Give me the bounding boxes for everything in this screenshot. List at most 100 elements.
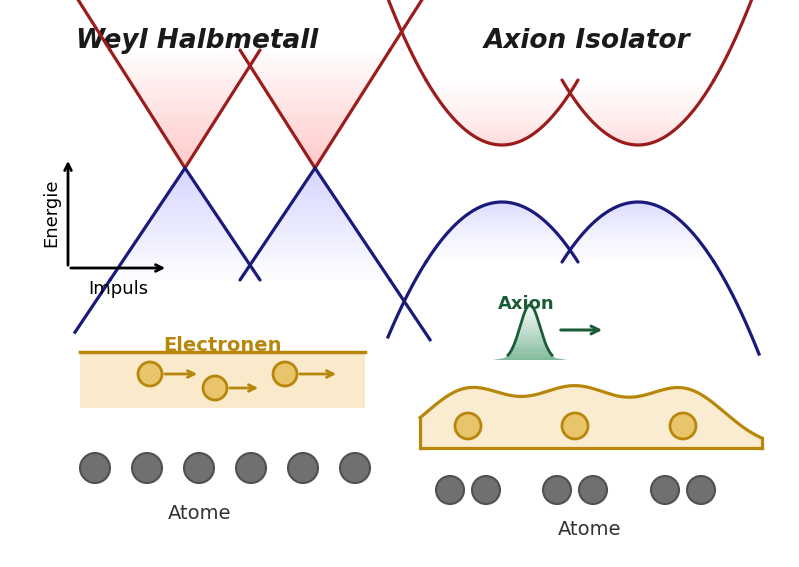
Polygon shape bbox=[468, 133, 535, 134]
Polygon shape bbox=[520, 323, 539, 325]
Polygon shape bbox=[255, 254, 375, 257]
Text: Axion: Axion bbox=[498, 295, 555, 313]
Circle shape bbox=[543, 476, 571, 504]
Polygon shape bbox=[263, 243, 368, 247]
Polygon shape bbox=[250, 66, 380, 70]
Polygon shape bbox=[586, 227, 690, 230]
Polygon shape bbox=[175, 179, 195, 183]
Polygon shape bbox=[268, 93, 363, 97]
Polygon shape bbox=[157, 125, 213, 129]
Polygon shape bbox=[153, 213, 217, 217]
Polygon shape bbox=[444, 233, 560, 236]
Polygon shape bbox=[605, 133, 671, 134]
Polygon shape bbox=[165, 194, 205, 198]
Polygon shape bbox=[128, 250, 243, 254]
Polygon shape bbox=[180, 160, 190, 164]
Polygon shape bbox=[180, 172, 190, 175]
Polygon shape bbox=[607, 134, 669, 137]
Text: Energie: Energie bbox=[42, 179, 60, 247]
Polygon shape bbox=[524, 312, 536, 314]
Polygon shape bbox=[283, 213, 348, 217]
Polygon shape bbox=[305, 153, 325, 156]
Bar bbox=[80, 352, 365, 408]
Polygon shape bbox=[277, 109, 352, 113]
Polygon shape bbox=[165, 137, 205, 141]
Polygon shape bbox=[602, 214, 674, 216]
Polygon shape bbox=[466, 130, 539, 133]
Polygon shape bbox=[275, 224, 355, 228]
Text: Atome: Atome bbox=[559, 520, 622, 539]
Polygon shape bbox=[478, 138, 527, 140]
Polygon shape bbox=[162, 198, 208, 202]
Polygon shape bbox=[438, 240, 566, 244]
Polygon shape bbox=[420, 386, 762, 448]
Polygon shape bbox=[182, 164, 188, 168]
Polygon shape bbox=[456, 121, 547, 125]
Polygon shape bbox=[263, 86, 368, 90]
Polygon shape bbox=[288, 205, 343, 209]
Polygon shape bbox=[571, 244, 705, 248]
Polygon shape bbox=[595, 218, 681, 221]
Polygon shape bbox=[517, 335, 543, 336]
Polygon shape bbox=[292, 198, 337, 202]
Polygon shape bbox=[571, 95, 705, 99]
Polygon shape bbox=[145, 224, 225, 228]
Polygon shape bbox=[614, 207, 662, 208]
Polygon shape bbox=[459, 218, 545, 221]
Polygon shape bbox=[441, 236, 562, 240]
Polygon shape bbox=[157, 205, 213, 209]
Polygon shape bbox=[515, 340, 545, 342]
Polygon shape bbox=[512, 347, 548, 349]
Polygon shape bbox=[133, 243, 237, 247]
Polygon shape bbox=[295, 194, 335, 198]
Polygon shape bbox=[510, 351, 550, 353]
Polygon shape bbox=[590, 223, 686, 227]
Polygon shape bbox=[292, 133, 337, 137]
Polygon shape bbox=[453, 119, 551, 121]
Polygon shape bbox=[483, 141, 520, 142]
Text: Electronen: Electronen bbox=[163, 336, 282, 355]
Polygon shape bbox=[125, 254, 245, 257]
Polygon shape bbox=[168, 141, 202, 145]
Polygon shape bbox=[285, 121, 345, 125]
Polygon shape bbox=[516, 338, 544, 340]
Polygon shape bbox=[519, 329, 541, 331]
Polygon shape bbox=[120, 261, 250, 265]
Polygon shape bbox=[125, 74, 245, 78]
Polygon shape bbox=[515, 342, 546, 344]
Polygon shape bbox=[518, 332, 543, 335]
Polygon shape bbox=[272, 101, 357, 105]
Polygon shape bbox=[268, 235, 363, 239]
Polygon shape bbox=[257, 250, 372, 254]
Polygon shape bbox=[173, 183, 197, 187]
Polygon shape bbox=[475, 208, 530, 210]
Polygon shape bbox=[122, 70, 248, 74]
Polygon shape bbox=[607, 210, 669, 211]
Polygon shape bbox=[142, 228, 228, 231]
Text: Axion Isolator: Axion Isolator bbox=[483, 28, 690, 54]
Polygon shape bbox=[260, 82, 370, 86]
Polygon shape bbox=[140, 231, 230, 235]
Polygon shape bbox=[451, 227, 554, 230]
Polygon shape bbox=[441, 103, 562, 108]
Polygon shape bbox=[453, 223, 551, 227]
Polygon shape bbox=[280, 113, 350, 117]
Polygon shape bbox=[620, 204, 656, 205]
Polygon shape bbox=[175, 153, 195, 156]
Polygon shape bbox=[508, 353, 551, 354]
Polygon shape bbox=[137, 235, 233, 239]
Circle shape bbox=[236, 453, 266, 483]
Polygon shape bbox=[170, 187, 200, 191]
Polygon shape bbox=[177, 156, 193, 160]
Polygon shape bbox=[516, 336, 543, 338]
Polygon shape bbox=[617, 140, 659, 141]
Circle shape bbox=[273, 362, 297, 386]
Polygon shape bbox=[483, 204, 520, 205]
Polygon shape bbox=[504, 356, 556, 358]
Circle shape bbox=[138, 362, 162, 386]
Polygon shape bbox=[285, 209, 345, 213]
Polygon shape bbox=[614, 138, 662, 140]
Polygon shape bbox=[580, 233, 696, 236]
Polygon shape bbox=[519, 331, 542, 332]
Polygon shape bbox=[520, 325, 540, 327]
